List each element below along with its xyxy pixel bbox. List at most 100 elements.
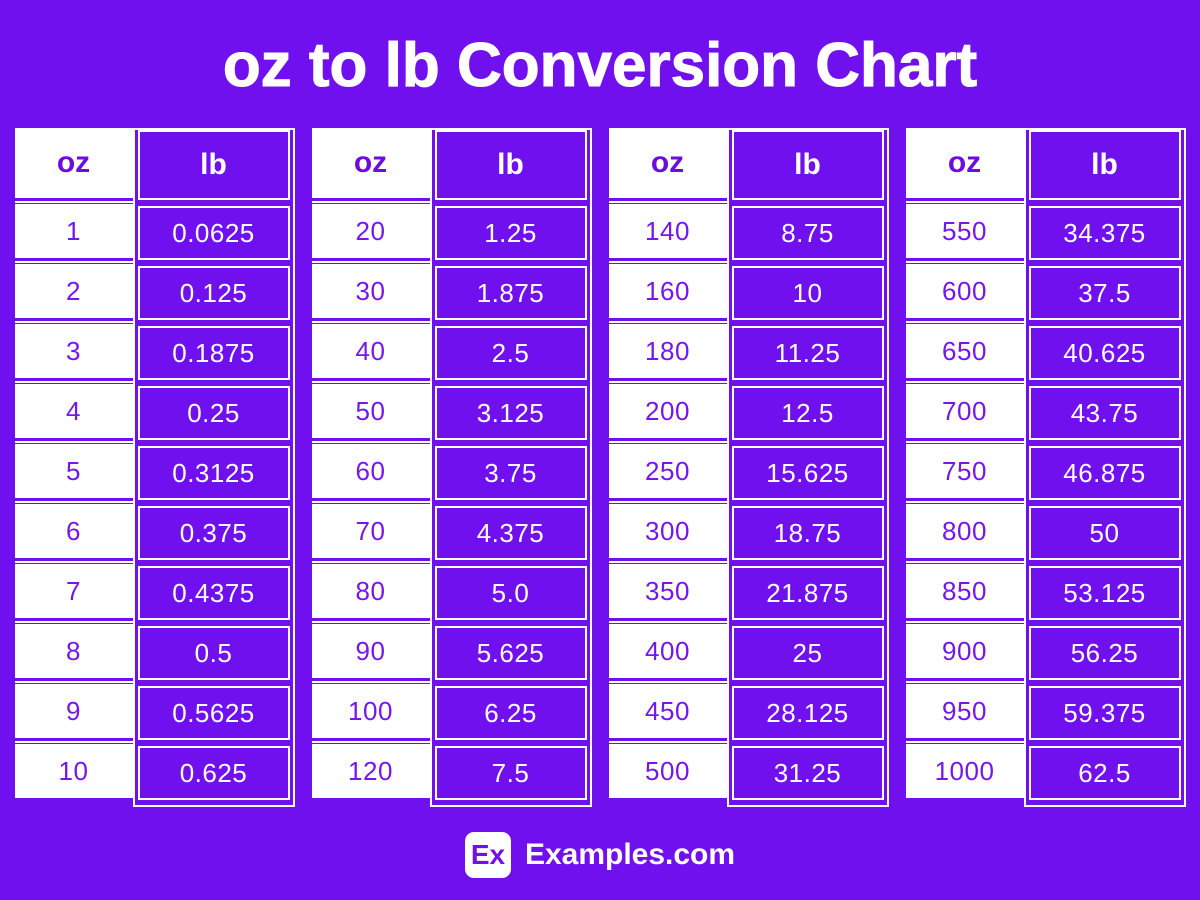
oz-header-cell: oz xyxy=(311,128,430,203)
lb-value: 18.75 xyxy=(773,517,842,548)
oz-value-cell: 8 xyxy=(14,624,133,683)
oz-value: 650 xyxy=(942,335,987,366)
oz-value-cell: 6 xyxy=(14,504,133,563)
lb-value: 59.375 xyxy=(1063,697,1146,728)
oz-header-cell: oz xyxy=(905,128,1024,203)
lb-header-label: lb xyxy=(200,148,227,181)
lb-value: 46.875 xyxy=(1063,457,1146,488)
lb-value-cell: 1.875 xyxy=(434,266,587,320)
lb-value-cell: 15.625 xyxy=(731,446,884,500)
oz-value-cell: 10 xyxy=(14,744,133,798)
lb-value-cell: 56.25 xyxy=(1028,626,1181,680)
lb-value-cell: 0.4375 xyxy=(137,566,290,620)
oz-value-cell: 350 xyxy=(608,564,727,623)
lb-value-cell: 34.375 xyxy=(1028,206,1181,260)
lb-value: 28.125 xyxy=(766,697,849,728)
oz-value: 120 xyxy=(348,755,393,786)
conversion-table: oz 20 30 40 50 60 70 80 90 100 120 lb 1.25 1.875 2.… xyxy=(311,128,592,807)
lb-value-cell: 0.3125 xyxy=(137,446,290,500)
lb-value: 34.375 xyxy=(1063,217,1146,248)
lb-header-cell: lb xyxy=(137,130,290,200)
oz-value: 450 xyxy=(645,695,690,726)
oz-value: 10 xyxy=(58,755,89,786)
lb-value-cell: 0.375 xyxy=(137,506,290,560)
oz-value: 100 xyxy=(348,695,393,726)
oz-header-label: oz xyxy=(56,146,91,179)
oz-value: 50 xyxy=(355,395,386,426)
footer: Ex Examples.com xyxy=(0,832,1200,878)
lb-header-label: lb xyxy=(794,148,821,181)
oz-value-cell: 60 xyxy=(311,444,430,503)
oz-value-cell: 90 xyxy=(311,624,430,683)
oz-value: 7 xyxy=(66,575,81,606)
oz-value: 750 xyxy=(942,455,987,486)
oz-value: 140 xyxy=(645,215,690,246)
lb-value-cell: 0.0625 xyxy=(137,206,290,260)
site-name: Examples.com xyxy=(524,838,736,871)
lb-value: 0.5 xyxy=(194,637,233,668)
lb-value-cell: 2.5 xyxy=(434,326,587,380)
conversion-table: oz 550 600 650 700 750 800 850 900 950 1000 lb 34… xyxy=(905,128,1186,807)
lb-column: lb 0.0625 0.125 0.1875 0.25 0.3125 0.375 0.437… xyxy=(132,128,295,807)
lb-value-cell: 8.75 xyxy=(731,206,884,260)
oz-value-cell: 50 xyxy=(311,384,430,443)
oz-value-cell: 180 xyxy=(608,324,727,383)
oz-value-cell: 200 xyxy=(608,384,727,443)
lb-value-cell: 5.0 xyxy=(434,566,587,620)
oz-value: 70 xyxy=(355,515,386,546)
oz-value-cell: 800 xyxy=(905,504,1024,563)
lb-value-cell: 7.5 xyxy=(434,746,587,800)
lb-value: 5.0 xyxy=(491,577,530,608)
oz-value: 900 xyxy=(942,635,987,666)
lb-value: 2.5 xyxy=(491,337,530,368)
lb-column: lb 34.375 37.5 40.625 43.75 46.875 50 53.125 56… xyxy=(1023,128,1186,807)
lb-value-cell: 21.875 xyxy=(731,566,884,620)
lb-value: 12.5 xyxy=(781,397,834,428)
lb-header-cell: lb xyxy=(1028,130,1181,200)
oz-column: oz 140 160 180 200 250 300 350 400 450 500 xyxy=(608,128,727,798)
oz-value: 350 xyxy=(645,575,690,606)
oz-value-cell: 20 xyxy=(311,204,430,263)
oz-value: 300 xyxy=(645,515,690,546)
lb-value-cell: 46.875 xyxy=(1028,446,1181,500)
oz-value-cell: 450 xyxy=(608,684,727,743)
oz-value: 20 xyxy=(355,215,386,246)
lb-column: lb 1.25 1.875 2.5 3.125 3.75 4.375 5.0 5.625 6.2… xyxy=(429,128,592,807)
lb-header-label: lb xyxy=(497,148,524,181)
oz-value: 850 xyxy=(942,575,987,606)
lb-value: 10 xyxy=(792,277,823,308)
oz-header-cell: oz xyxy=(608,128,727,203)
conversion-tables: oz 1 2 3 4 5 6 7 8 9 10 lb 0.0625 0.125 0.1875 0.25 0… xyxy=(0,128,1200,807)
oz-value: 1 xyxy=(66,215,81,246)
oz-column: oz 20 30 40 50 60 70 80 90 100 120 xyxy=(311,128,430,798)
oz-value: 800 xyxy=(942,515,987,546)
examples-logo-icon: Ex xyxy=(464,832,511,878)
lb-value: 3.125 xyxy=(476,397,545,428)
lb-value: 25 xyxy=(792,637,823,668)
oz-value-cell: 4 xyxy=(14,384,133,443)
lb-value: 7.5 xyxy=(491,757,530,788)
oz-value-cell: 1000 xyxy=(905,744,1024,798)
lb-value-cell: 18.75 xyxy=(731,506,884,560)
oz-value-cell: 700 xyxy=(905,384,1024,443)
oz-value: 2 xyxy=(66,275,81,306)
oz-value-cell: 40 xyxy=(311,324,430,383)
oz-value: 3 xyxy=(66,335,81,366)
oz-column: oz 550 600 650 700 750 800 850 900 950 1000 xyxy=(905,128,1024,798)
lb-value: 6.25 xyxy=(484,697,537,728)
oz-value-cell: 500 xyxy=(608,744,727,798)
oz-value-cell: 120 xyxy=(311,744,430,798)
lb-value: 53.125 xyxy=(1063,577,1146,608)
lb-value: 62.5 xyxy=(1078,757,1131,788)
oz-value: 600 xyxy=(942,275,987,306)
lb-value-cell: 3.75 xyxy=(434,446,587,500)
oz-value: 60 xyxy=(355,455,386,486)
lb-header-cell: lb xyxy=(434,130,587,200)
lb-value: 21.875 xyxy=(766,577,849,608)
oz-value: 6 xyxy=(66,515,81,546)
page-title: oz to lb Conversion Chart xyxy=(222,31,978,101)
logo-text: Ex xyxy=(470,839,506,870)
lb-value: 0.25 xyxy=(187,397,240,428)
oz-value-cell: 600 xyxy=(905,264,1024,323)
